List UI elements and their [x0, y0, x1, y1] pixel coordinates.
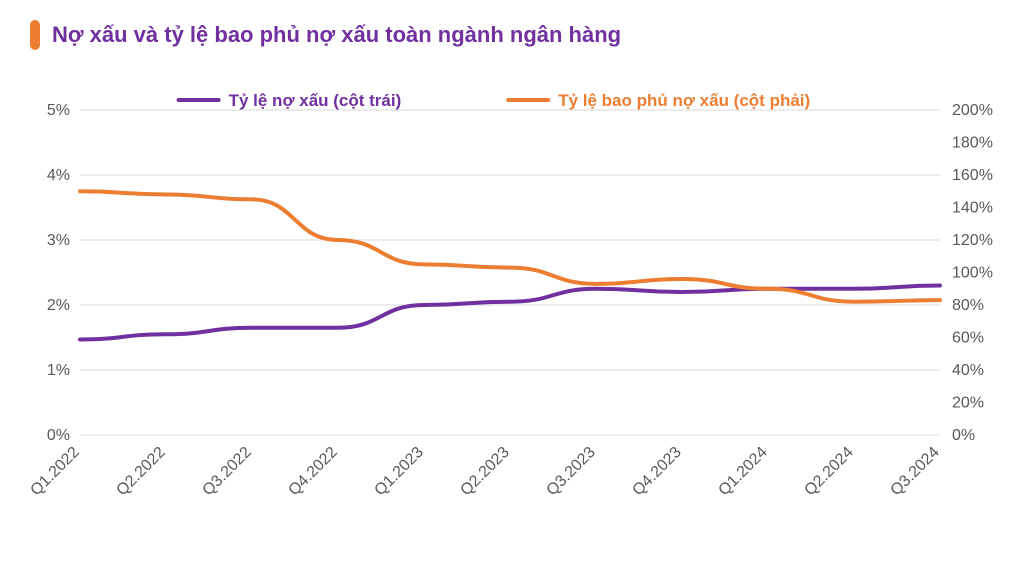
left-axis-tick-label: 4% — [47, 167, 70, 184]
legend: Tỷ lệ nợ xấu (cột trái) Tỷ lệ bao phủ nợ … — [179, 91, 811, 110]
x-axis-tick-label: Q1.2022 — [30, 444, 83, 499]
x-axis-tick-label: Q2.2022 — [113, 444, 168, 499]
x-axis-tick-label: Q4.2023 — [629, 444, 684, 499]
right-axis-tick-label: 120% — [952, 232, 993, 249]
chart-title-row: Nợ xấu và tỷ lệ bao phủ nợ xấu toàn ngàn… — [30, 20, 1005, 50]
left-axis-tick-label: 5% — [47, 102, 70, 119]
x-axis-tick-label: Q4.2022 — [285, 444, 340, 499]
series-line-coverage — [80, 191, 940, 302]
right-axis-tick-label: 140% — [952, 200, 993, 217]
legend-label: Tỷ lệ bao phủ nợ xấu (cột phải) — [558, 91, 810, 110]
line-chart: 0% 1% 2% 3% 4% 5% 0% 20% 40% 60% 80% 100% 120% 140% 16… — [30, 60, 1005, 530]
x-axis-tick-label: Q3.2022 — [199, 444, 254, 499]
right-axis-tick-label: 100% — [952, 265, 993, 282]
right-axis-tick-label: 20% — [952, 395, 984, 412]
right-axis-tick-label: 40% — [952, 362, 984, 379]
x-axis-tick-label: Q1.2023 — [371, 444, 426, 499]
left-axis-tick-label: 2% — [47, 297, 70, 314]
title-accent-bar — [30, 20, 40, 50]
left-axis-tick-label: 3% — [47, 232, 70, 249]
legend-label: Tỷ lệ nợ xấu (cột trái) — [229, 91, 402, 110]
right-axis-tick-label: 80% — [952, 297, 984, 314]
right-axis-tick-label: 180% — [952, 135, 993, 152]
x-axis-tick-label: Q3.2023 — [543, 444, 598, 499]
right-axis-tick-label: 0% — [952, 427, 975, 444]
x-axis-tick-label: Q3.2024 — [887, 444, 942, 499]
right-axis-tick-label: 200% — [952, 102, 993, 119]
right-axis-tick-label: 60% — [952, 330, 984, 347]
chart-title: Nợ xấu và tỷ lệ bao phủ nợ xấu toàn ngàn… — [52, 22, 621, 48]
x-axis-tick-label: Q2.2024 — [801, 444, 856, 499]
left-axis-tick-label: 0% — [47, 427, 70, 444]
x-axis-tick-label: Q2.2023 — [457, 444, 512, 499]
right-axis-tick-label: 160% — [952, 167, 993, 184]
x-axis-tick-label: Q1.2024 — [715, 444, 770, 499]
left-axis-tick-label: 1% — [47, 362, 70, 379]
